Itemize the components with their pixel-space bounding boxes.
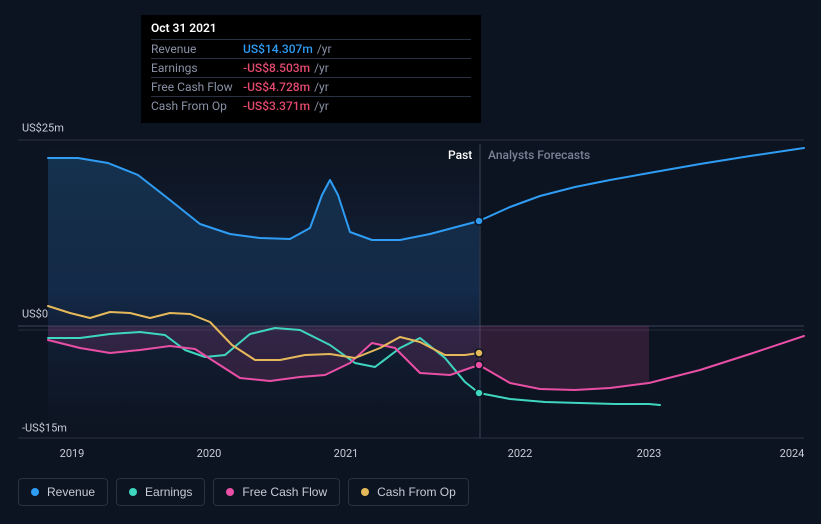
- legend-dot-icon: [361, 488, 369, 496]
- tooltip-date: Oct 31 2021: [151, 21, 471, 39]
- tooltip-row: RevenueUS$14.307m/yr: [151, 39, 471, 58]
- legend-dot-icon: [226, 488, 234, 496]
- x-axis-label: 2021: [334, 447, 359, 460]
- tooltip-row: Free Cash Flow-US$4.728m/yr: [151, 77, 471, 96]
- tooltip-row-label: Cash From Op: [151, 99, 243, 113]
- tooltip-row-unit: /yr: [317, 42, 332, 56]
- legend-item-revenue[interactable]: Revenue: [18, 478, 108, 506]
- tooltip-row-value: -US$4.728m: [243, 80, 310, 94]
- tooltip-row-value: -US$8.503m: [243, 61, 310, 75]
- tooltip-row-label: Earnings: [151, 61, 243, 75]
- x-axis-label: 2020: [197, 447, 222, 460]
- x-axis-label: 2019: [60, 447, 85, 460]
- financial-chart: Oct 31 2021 RevenueUS$14.307m/yrEarnings…: [0, 0, 821, 524]
- tooltip-row-label: Free Cash Flow: [151, 80, 243, 94]
- legend-label: Revenue: [47, 485, 95, 499]
- chart-legend: Revenue Earnings Free Cash Flow Cash From O…: [18, 478, 469, 506]
- legend-item-earnings[interactable]: Earnings: [116, 478, 205, 506]
- legend-label: Free Cash Flow: [242, 485, 327, 499]
- legend-label: Cash From Op: [377, 485, 456, 499]
- tooltip-rows: RevenueUS$14.307m/yrEarnings-US$8.503m/y…: [151, 39, 471, 115]
- chart-tooltip: Oct 31 2021 RevenueUS$14.307m/yrEarnings…: [141, 15, 481, 123]
- tooltip-row-unit: /yr: [314, 61, 329, 75]
- legend-item-cfo[interactable]: Cash From Op: [348, 478, 469, 506]
- y-axis-label: US$25m: [22, 122, 64, 135]
- x-axis-label: 2023: [637, 447, 662, 460]
- legend-dot-icon: [129, 488, 137, 496]
- legend-dot-icon: [31, 488, 39, 496]
- forecast-region-label: Analysts Forecasts: [488, 148, 590, 162]
- x-axis-label: 2022: [508, 447, 533, 460]
- legend-item-fcf[interactable]: Free Cash Flow: [213, 478, 340, 506]
- legend-label: Earnings: [145, 485, 192, 499]
- tooltip-row: Earnings-US$8.503m/yr: [151, 58, 471, 77]
- y-axis-label: US$0: [22, 308, 48, 321]
- tooltip-row: Cash From Op-US$3.371m/yr: [151, 96, 471, 115]
- tooltip-row-unit: /yr: [314, 99, 329, 113]
- y-axis-label: -US$15m: [22, 422, 67, 435]
- tooltip-row-unit: /yr: [314, 80, 329, 94]
- tooltip-row-label: Revenue: [151, 42, 243, 56]
- tooltip-row-value: -US$3.371m: [243, 99, 310, 113]
- x-axis-label: 2024: [780, 447, 805, 460]
- tooltip-row-value: US$14.307m: [243, 42, 313, 56]
- past-region-label: Past: [448, 148, 472, 162]
